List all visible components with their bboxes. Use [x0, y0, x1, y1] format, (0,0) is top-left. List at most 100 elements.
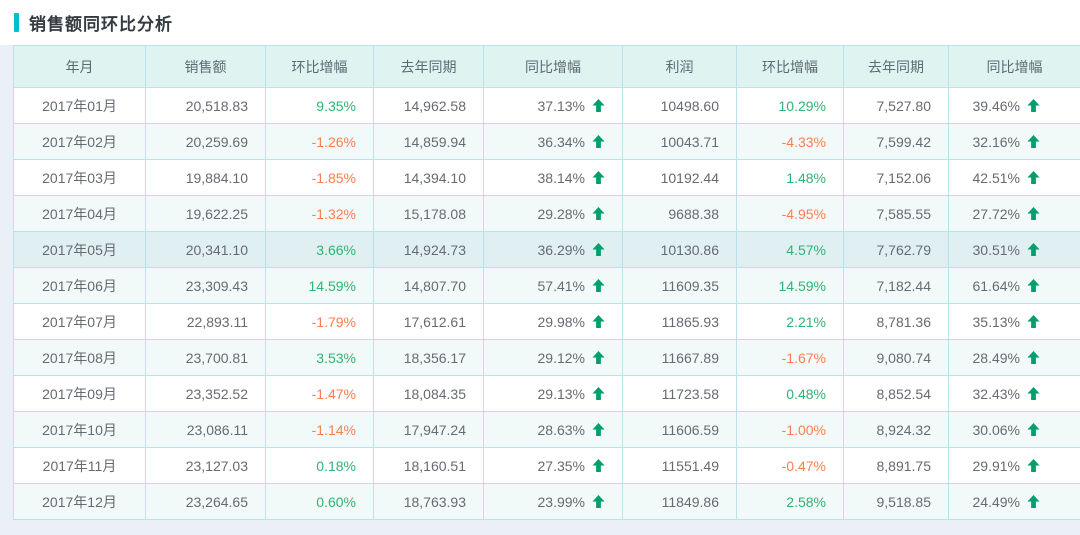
sales-last-year-cell-value: 17,612.61 [403, 313, 466, 330]
profit-mom-growth-cell-value: -4.33% [781, 133, 826, 150]
sales-cell-value: 20,259.69 [185, 133, 248, 150]
table-row[interactable]: 2017年04月 19,622.25 -1.32% 15,178.08 29.28% 96… [13, 195, 1080, 232]
sales-mom-growth-cell: 3.53% [265, 339, 374, 376]
profit-mom-growth-cell: 0.48% [736, 375, 844, 412]
sales-cell: 23,264.65 [145, 483, 266, 520]
sales-cell: 19,884.10 [145, 159, 266, 196]
column-header-8[interactable]: 同比增幅 [948, 45, 1080, 88]
table-row[interactable]: 2017年03月 19,884.10 -1.85% 14,394.10 38.14% 10… [13, 159, 1080, 196]
table-header-row: 年月 销售额 环比增幅 去年同期 同比增幅 利润 环比增幅 去年同期 同比增幅 [13, 45, 1080, 88]
table-row[interactable]: 2017年02月 20,259.69 -1.26% 14,859.94 36.34% 10… [13, 123, 1080, 160]
sales-cell-value: 23,127.03 [185, 457, 248, 474]
sales-yoy-growth-cell: 23.99% [483, 483, 623, 520]
month-cell-value: 2017年01月 [42, 97, 117, 114]
table-row[interactable]: 2017年10月 23,086.11 -1.14% 17,947.24 28.63% 11… [13, 411, 1080, 448]
sales-yoy-growth-cell: 27.35% [483, 447, 623, 484]
profit-cell-value: 11667.89 [661, 349, 719, 366]
sales-cell-value: 23,352.52 [185, 385, 248, 402]
column-header-4[interactable]: 同比增幅 [483, 45, 623, 88]
profit-cell: 10192.44 [622, 159, 737, 196]
month-cell: 2017年03月 [13, 159, 146, 196]
profit-cell: 10130.86 [622, 231, 737, 268]
column-header-6[interactable]: 环比增幅 [736, 45, 844, 88]
profit-mom-growth-cell-value: -4.95% [781, 205, 826, 222]
month-cell-value: 2017年07月 [42, 313, 117, 330]
sales-mom-growth-cell-value: 3.53% [316, 349, 356, 366]
table-row[interactable]: 2017年06月 23,309.43 14.59% 14,807.70 57.41% 11… [13, 267, 1080, 304]
profit-yoy-growth-cell: 29.91% [948, 447, 1080, 484]
column-header-1[interactable]: 销售额 [145, 45, 266, 88]
month-cell: 2017年05月 [13, 231, 146, 268]
table-row[interactable]: 2017年08月 23,700.81 3.53% 18,356.17 29.12% 116… [13, 339, 1080, 376]
month-cell-value: 2017年12月 [42, 493, 117, 510]
month-cell: 2017年12月 [13, 483, 146, 520]
sales-mom-growth-cell: -1.79% [265, 303, 374, 340]
profit-yoy-growth-cell-value: 27.72% [972, 205, 1020, 222]
profit-yoy-growth-cell: 61.64% [948, 267, 1080, 304]
trend-up-arrow-icon [1027, 422, 1040, 436]
profit-cell: 11667.89 [622, 339, 737, 376]
profit-last-year-cell: 8,781.36 [843, 303, 949, 340]
column-header-0[interactable]: 年月 [13, 45, 146, 88]
table-row[interactable]: 2017年11月 23,127.03 0.18% 18,160.51 27.35% 115… [13, 447, 1080, 484]
column-header-2[interactable]: 环比增幅 [265, 45, 374, 88]
table-row[interactable]: 2017年01月 20,518.83 9.35% 14,962.58 37.13% 104… [13, 87, 1080, 124]
sales-comparison-table-container: 年月 销售额 环比增幅 去年同期 同比增幅 利润 环比增幅 去年同期 同比增幅 2017年01月… [13, 45, 1080, 520]
table-header: 年月 销售额 环比增幅 去年同期 同比增幅 利润 环比增幅 去年同期 同比增幅 [13, 45, 1080, 88]
trend-up-arrow-icon [1027, 278, 1040, 292]
month-cell: 2017年02月 [13, 123, 146, 160]
sales-mom-growth-cell-value: -1.85% [311, 169, 356, 186]
profit-mom-growth-cell-value: 1.48% [786, 169, 826, 186]
profit-yoy-growth-cell-value: 35.13% [972, 313, 1020, 330]
sales-last-year-cell-value: 14,859.94 [403, 133, 466, 150]
sales-cell-value: 23,264.65 [185, 493, 248, 510]
sales-cell: 19,622.25 [145, 195, 266, 232]
sales-mom-growth-cell: 0.18% [265, 447, 374, 484]
sales-cell: 23,086.11 [145, 411, 266, 448]
profit-cell-value: 10498.60 [660, 97, 719, 114]
sales-mom-growth-cell-value: -1.79% [311, 313, 356, 330]
trend-up-arrow-icon [592, 386, 605, 400]
profit-cell: 11865.93 [622, 303, 737, 340]
trend-up-arrow-icon [1027, 494, 1040, 508]
sales-yoy-growth-cell: 29.13% [483, 375, 623, 412]
sales-cell: 20,341.10 [145, 231, 266, 268]
table-row[interactable]: 2017年07月 22,893.11 -1.79% 17,612.61 29.98% 11… [13, 303, 1080, 340]
sales-last-year-cell-value: 18,763.93 [403, 493, 466, 510]
column-header-7[interactable]: 去年同期 [843, 45, 949, 88]
sales-mom-growth-cell: -1.85% [265, 159, 374, 196]
column-header-5[interactable]: 利润 [622, 45, 737, 88]
trend-up-arrow-icon [1027, 386, 1040, 400]
profit-last-year-cell: 7,527.80 [843, 87, 949, 124]
profit-cell: 11723.58 [622, 375, 737, 412]
month-cell-value: 2017年06月 [42, 277, 117, 294]
profit-yoy-growth-cell: 24.49% [948, 483, 1080, 520]
sales-last-year-cell-value: 18,356.17 [403, 349, 466, 366]
month-cell: 2017年01月 [13, 87, 146, 124]
sales-yoy-growth-cell-value: 29.12% [537, 349, 585, 366]
profit-cell: 11606.59 [622, 411, 737, 448]
sales-cell-value: 20,518.83 [185, 97, 248, 114]
profit-cell: 11849.86 [622, 483, 737, 520]
trend-up-arrow-icon [592, 206, 605, 220]
sales-cell-value: 22,893.11 [186, 313, 248, 330]
table-row[interactable]: 2017年05月 20,341.10 3.66% 14,924.73 36.29% 101… [13, 231, 1080, 268]
sales-last-year-cell: 14,924.73 [373, 231, 484, 268]
month-cell: 2017年10月 [13, 411, 146, 448]
month-cell-value: 2017年08月 [42, 349, 117, 366]
profit-mom-growth-cell: -0.47% [736, 447, 844, 484]
profit-mom-growth-cell-value: 0.48% [786, 385, 826, 402]
profit-yoy-growth-cell-value: 32.16% [972, 133, 1020, 150]
sales-mom-growth-cell: 9.35% [265, 87, 374, 124]
profit-yoy-growth-cell-value: 32.43% [972, 385, 1020, 402]
sales-last-year-cell-value: 17,947.24 [403, 421, 466, 438]
sales-yoy-growth-cell-value: 29.98% [537, 313, 585, 330]
table-row[interactable]: 2017年09月 23,352.52 -1.47% 18,084.35 29.13% 11… [13, 375, 1080, 412]
month-cell: 2017年08月 [13, 339, 146, 376]
profit-mom-growth-cell-value: 4.57% [786, 241, 826, 258]
sales-mom-growth-cell: -1.47% [265, 375, 374, 412]
profit-cell-value: 11551.49 [661, 457, 719, 474]
trend-up-arrow-icon [592, 278, 605, 292]
column-header-3[interactable]: 去年同期 [373, 45, 484, 88]
table-row[interactable]: 2017年12月 23,264.65 0.60% 18,763.93 23.99% 118… [13, 483, 1080, 520]
